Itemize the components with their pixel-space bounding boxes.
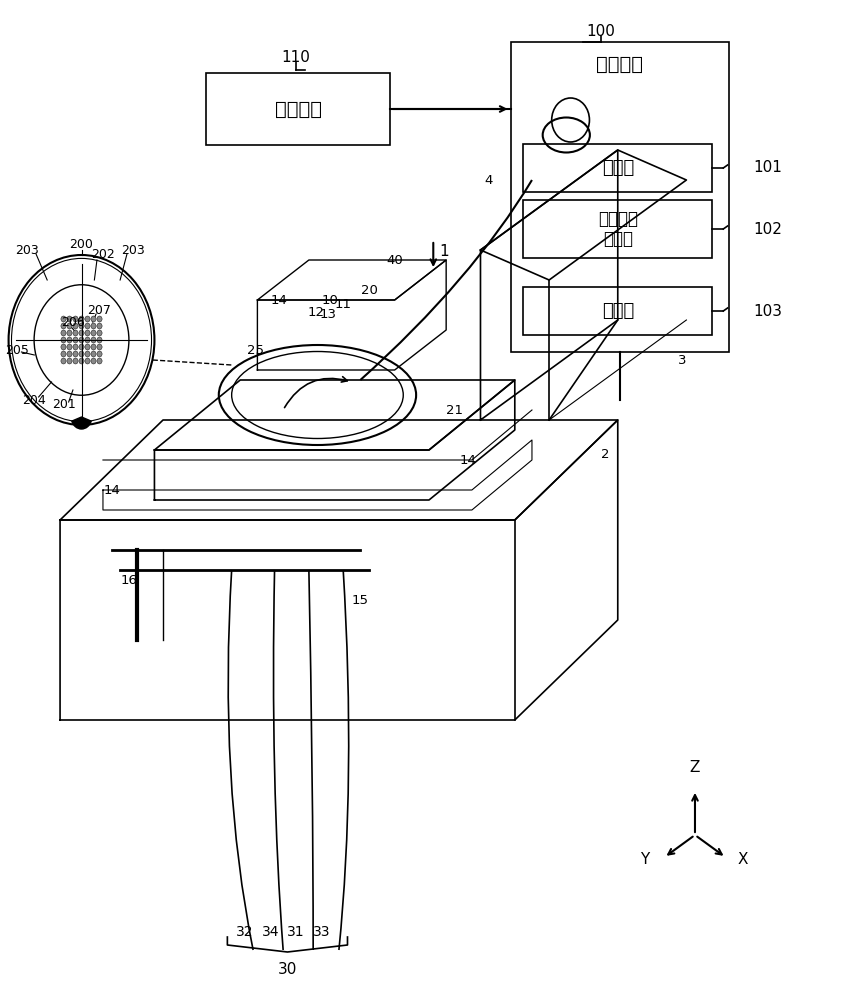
Circle shape <box>67 358 72 364</box>
Circle shape <box>61 358 66 364</box>
Circle shape <box>73 330 78 336</box>
Circle shape <box>67 344 72 350</box>
Text: 203: 203 <box>15 243 39 256</box>
Circle shape <box>91 337 96 343</box>
Text: 相位图案
生成部: 相位图案 生成部 <box>598 210 637 248</box>
Text: 207: 207 <box>87 304 111 316</box>
Text: 32: 32 <box>236 925 253 939</box>
Circle shape <box>79 344 84 350</box>
Circle shape <box>61 330 66 336</box>
Text: 4: 4 <box>485 174 493 186</box>
Circle shape <box>79 337 84 343</box>
Circle shape <box>97 323 102 329</box>
Circle shape <box>79 358 84 364</box>
Circle shape <box>73 344 78 350</box>
Circle shape <box>61 323 66 329</box>
Circle shape <box>91 344 96 350</box>
Circle shape <box>67 330 72 336</box>
Text: 30: 30 <box>278 962 297 978</box>
Text: 21: 21 <box>446 403 463 416</box>
Text: 204: 204 <box>22 393 46 406</box>
Text: 33: 33 <box>313 925 330 939</box>
Circle shape <box>97 351 102 357</box>
Circle shape <box>97 316 102 322</box>
Text: 31: 31 <box>287 925 305 939</box>
Text: 101: 101 <box>753 160 782 176</box>
Circle shape <box>97 344 102 350</box>
Circle shape <box>67 316 72 322</box>
Wedge shape <box>72 417 91 429</box>
Circle shape <box>67 351 72 357</box>
Text: 10: 10 <box>322 294 339 306</box>
Text: 计算部: 计算部 <box>601 159 634 177</box>
Circle shape <box>85 351 90 357</box>
Text: 12: 12 <box>307 306 324 318</box>
Circle shape <box>97 337 102 343</box>
Circle shape <box>61 316 66 322</box>
Text: 202: 202 <box>91 248 115 261</box>
Text: 1: 1 <box>439 244 450 259</box>
Circle shape <box>79 316 84 322</box>
Circle shape <box>85 330 90 336</box>
Text: 14: 14 <box>459 454 476 466</box>
Circle shape <box>85 337 90 343</box>
Text: Y: Y <box>640 852 650 867</box>
Circle shape <box>61 344 66 350</box>
Circle shape <box>85 323 90 329</box>
Text: 25: 25 <box>247 344 264 357</box>
Text: 201: 201 <box>52 398 76 412</box>
Text: 14: 14 <box>270 294 287 306</box>
Text: 3: 3 <box>678 354 686 366</box>
Circle shape <box>85 316 90 322</box>
Text: X: X <box>737 852 748 867</box>
Text: 206: 206 <box>61 316 85 328</box>
Circle shape <box>91 316 96 322</box>
Text: 显示单元: 显示单元 <box>275 100 322 118</box>
Text: 14: 14 <box>103 484 120 496</box>
Text: 11: 11 <box>335 298 352 312</box>
Text: 103: 103 <box>753 304 782 318</box>
Circle shape <box>73 323 78 329</box>
Text: 203: 203 <box>121 243 145 256</box>
Circle shape <box>67 337 72 343</box>
Circle shape <box>91 330 96 336</box>
Text: 13: 13 <box>319 308 336 322</box>
Text: 2: 2 <box>601 448 609 462</box>
Circle shape <box>67 323 72 329</box>
Circle shape <box>73 351 78 357</box>
Circle shape <box>73 358 78 364</box>
Text: 40: 40 <box>386 253 403 266</box>
Circle shape <box>97 358 102 364</box>
Text: 存储部: 存储部 <box>601 302 634 320</box>
Circle shape <box>91 351 96 357</box>
Text: 200: 200 <box>69 238 94 251</box>
Circle shape <box>85 344 90 350</box>
Text: 20: 20 <box>360 284 378 296</box>
Circle shape <box>79 330 84 336</box>
Circle shape <box>61 337 66 343</box>
Circle shape <box>73 337 78 343</box>
Circle shape <box>79 351 84 357</box>
Circle shape <box>91 358 96 364</box>
Circle shape <box>79 323 84 329</box>
Circle shape <box>85 358 90 364</box>
Text: 34: 34 <box>262 925 279 939</box>
Text: 16: 16 <box>120 574 137 586</box>
Circle shape <box>73 316 78 322</box>
Text: Z: Z <box>690 760 700 776</box>
Text: 102: 102 <box>753 222 782 236</box>
Text: 100: 100 <box>586 24 615 39</box>
Circle shape <box>97 330 102 336</box>
Circle shape <box>91 323 96 329</box>
Text: 205: 205 <box>5 344 29 357</box>
Text: 110: 110 <box>281 50 311 66</box>
Text: 15: 15 <box>352 593 369 606</box>
Circle shape <box>61 351 66 357</box>
Text: 控制单元: 控制单元 <box>596 54 644 74</box>
